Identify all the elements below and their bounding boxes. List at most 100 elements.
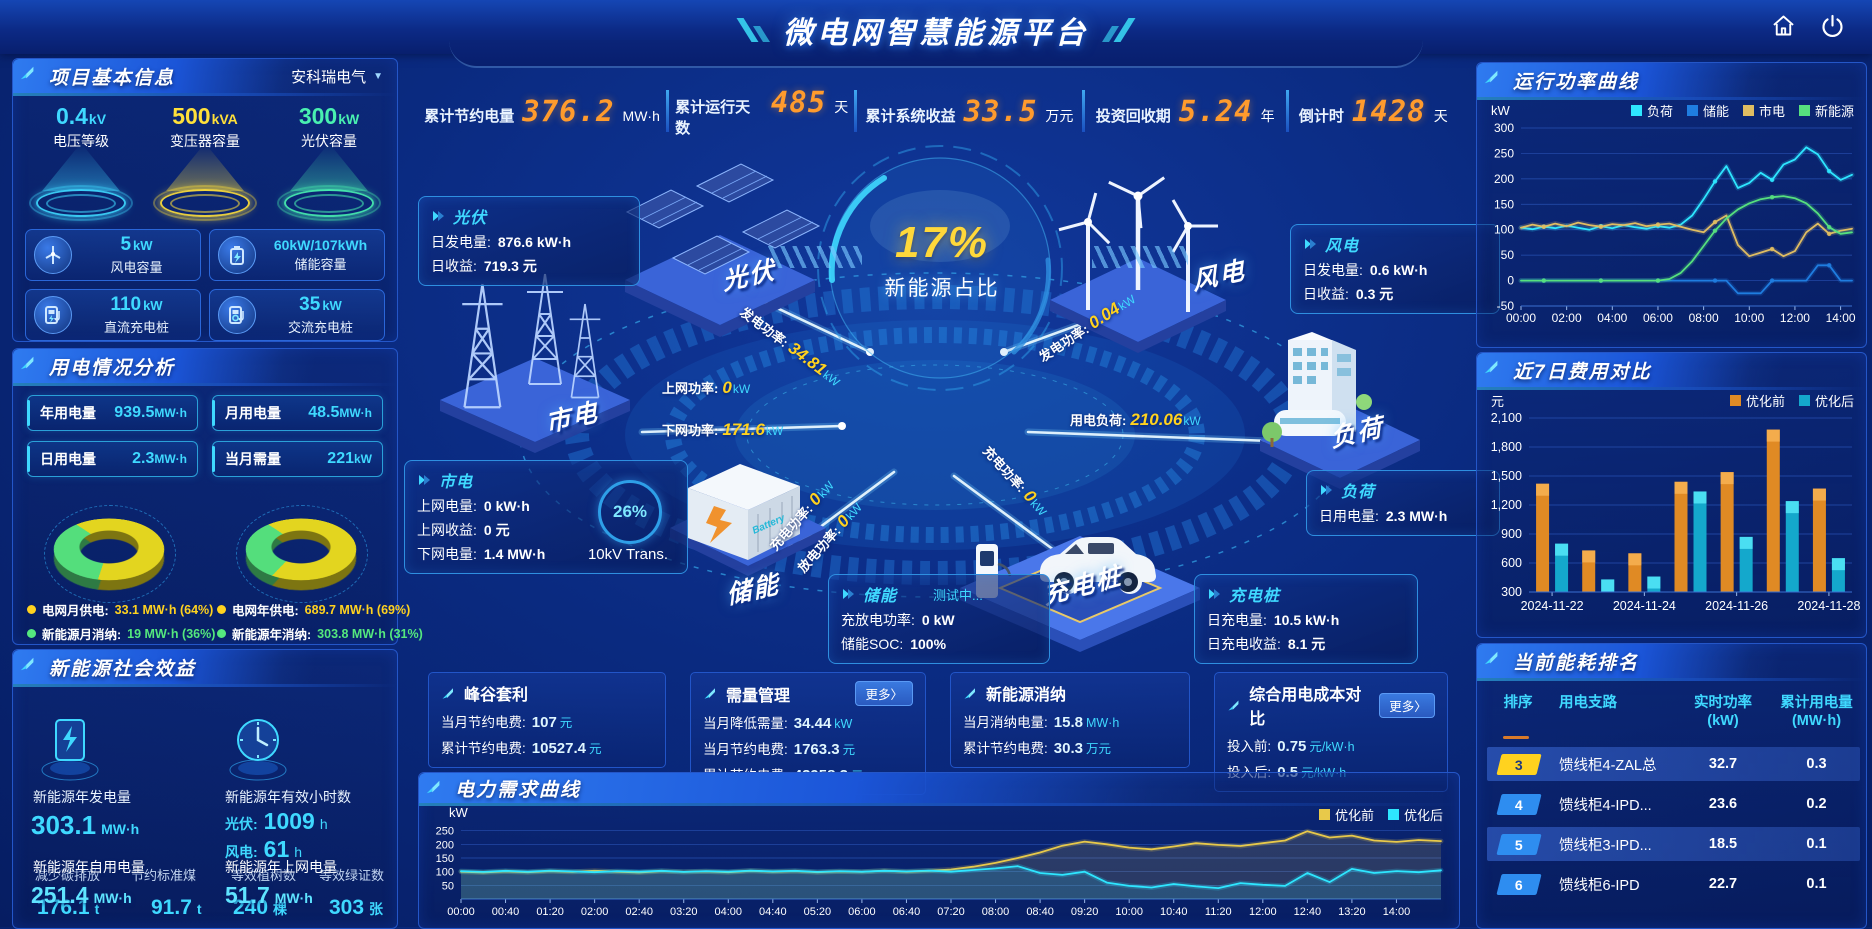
grid-node <box>440 273 630 453</box>
svg-text:300: 300 <box>1501 585 1522 599</box>
chevron-right-icon <box>433 211 444 221</box>
wind-caption: 风电 <box>1191 255 1248 297</box>
usage-stat: 年用电量 939.5MW·h <box>27 395 198 431</box>
capacity-card: 35 kW 交流充电桩 <box>209 289 385 341</box>
wind-turbine-icon <box>34 236 72 274</box>
storage-info-box: 储能 测试中... 充放电功率: 0 kW 储能SOC: 100% <box>828 574 1050 664</box>
more-button[interactable]: 更多〉 <box>1379 692 1435 718</box>
y-axis-unit: kW <box>1491 103 1510 118</box>
corner-icon <box>1484 360 1498 374</box>
hash-decoration <box>1092 246 1188 268</box>
donut-chart <box>44 491 176 603</box>
demand-curve-panel: 电力需求曲线 kW 优化前 优化后 250 200 150 100 50 00:00 00:4… <box>418 772 1460 929</box>
svg-text:08:40: 08:40 <box>1026 906 1054 918</box>
svg-text:00:40: 00:40 <box>492 906 520 918</box>
svg-text:02:40: 02:40 <box>625 906 653 918</box>
cost-compare-panel: 近7日费用对比 元 优化前 优化后 2,100 1,800 1,500 1,200 900… <box>1476 352 1867 638</box>
svg-text:150: 150 <box>436 853 454 865</box>
load-caption: 负荷 <box>1329 412 1386 454</box>
svg-text:100: 100 <box>1494 223 1514 237</box>
chevron-right-icon <box>1305 239 1316 249</box>
svg-text:300: 300 <box>1494 121 1514 135</box>
top-stat: 累计运行天数 485 天 <box>675 84 849 137</box>
top-stat: 投资回收期 5.24 年 <box>1095 94 1275 128</box>
title-decoration-left <box>736 18 770 42</box>
chevron-down-icon: ▼ <box>373 70 383 82</box>
corner-icon <box>1484 651 1498 665</box>
svg-text:-50: -50 <box>1497 299 1515 313</box>
wind-node <box>1050 176 1226 353</box>
flow-label: 发电功率:0.04kW <box>1036 292 1139 365</box>
clock-icon <box>225 712 291 787</box>
panel-title: 新能源社会效益 <box>49 658 197 680</box>
more-button[interactable]: 更多〉 <box>855 681 913 706</box>
svg-text:06:00: 06:00 <box>848 906 876 918</box>
social-stat-label: 新能源年发电量 <box>33 789 131 805</box>
panel-title: 项目基本信息 <box>49 67 176 89</box>
svg-text:00:00: 00:00 <box>447 906 475 918</box>
svg-text:11:20: 11:20 <box>1205 906 1232 918</box>
chevron-right-icon <box>843 589 854 599</box>
page-title: 微电网智慧能源平台 <box>783 17 1089 50</box>
corner-icon <box>1228 699 1239 711</box>
title-decoration-right <box>1102 18 1136 42</box>
usage-stat: 月用电量 48.5MW·h <box>212 395 383 431</box>
svg-text:900: 900 <box>1501 527 1522 541</box>
legend-item: 市电 <box>1742 101 1785 120</box>
capacity-pedestal: 300kW 光伏容量 <box>271 103 387 221</box>
svg-text:13:20: 13:20 <box>1338 906 1366 918</box>
legend-item: 电网年供电: 689.7 MW·h (69%) <box>217 600 410 619</box>
company-select[interactable]: 安科瑞电气 ▼ <box>291 68 383 86</box>
social-overlay-value: 251.4 MW·h <box>31 882 132 908</box>
svg-text:00:00: 00:00 <box>1506 311 1536 325</box>
flow-label: 用电负荷: 210.06kW <box>1070 410 1201 429</box>
svg-text:1,200: 1,200 <box>1491 498 1522 512</box>
svg-text:12:40: 12:40 <box>1294 906 1322 918</box>
svg-text:1,800: 1,800 <box>1491 440 1522 454</box>
chevron-right-icon <box>1209 589 1220 599</box>
svg-text:200: 200 <box>436 839 454 851</box>
svg-text:08:00: 08:00 <box>982 906 1010 918</box>
svg-text:09:20: 09:20 <box>1071 906 1099 918</box>
load-node <box>1260 332 1420 489</box>
capacity-card: 5 kW 风电容量 <box>25 229 201 281</box>
battery-icon <box>218 236 256 274</box>
social-overlay-label: 新能源年自用电量 <box>33 859 145 875</box>
panel-title: 用电情况分析 <box>49 357 176 379</box>
svg-text:1,500: 1,500 <box>1491 469 1522 483</box>
storage-caption: 储能 <box>725 569 782 611</box>
donut-chart <box>236 491 368 603</box>
corner-icon <box>964 687 975 699</box>
energy-ranking-panel: 当前能耗排名 排序 用电支路 实时功率 (kW) 累计用电量 (MW·h) 3 馈线柜4-Z… <box>1476 643 1867 929</box>
svg-text:150: 150 <box>1494 197 1514 211</box>
svg-text:2024-11-28: 2024-11-28 <box>1797 599 1860 613</box>
top-stat: 倒计时 1428 天 <box>1298 94 1448 128</box>
charger-info-box: 充电桩 日充电量: 10.5 kW·h 日充电收益: 8.1 元 <box>1194 574 1418 664</box>
top-stat: 累计节约电量 376.2 MW·h <box>424 94 660 128</box>
table-row: 5 馈线柜3-IPD... 18.5 0.1 <box>1487 827 1860 862</box>
svg-text:01:20: 01:20 <box>536 906 564 918</box>
stat-separator <box>854 90 858 132</box>
pv-info-box: 光伏 日发电量: 876.6 kW·h 日收益: 719.3 元 <box>418 196 640 286</box>
table-row: 3 馈线柜4-ZAL总 32.7 0.3 <box>1487 747 1860 782</box>
home-icon[interactable] <box>1770 12 1797 39</box>
flow-label: 下网功率: 171.6kW <box>662 420 784 439</box>
legend-item: 优化后 <box>1798 391 1854 410</box>
demand-chart: 250 200 150 100 50 00:00 00:40 01:20 02:00 02:40 0… <box>419 803 1459 928</box>
project-info-panel: 项目基本信息 安科瑞电气 ▼ 0.4kV 电压等级 500kVA 变压器容量 300kW 光… <box>12 58 398 342</box>
transformer-gauge: 26% <box>598 480 662 544</box>
benefit-box: 新能源消纳 当月消纳电量: 15.8 MW·h 累计节约电费: 30.3 万元 <box>950 672 1190 768</box>
legend-item: 负荷 <box>1630 101 1673 120</box>
power-chart: 300 250 200 150 100 50 0 -50 00:00 02:00 04:00 06:0… <box>1477 120 1866 337</box>
power-icon[interactable] <box>1819 12 1846 39</box>
svg-text:250: 250 <box>436 826 454 838</box>
svg-text:100: 100 <box>436 867 454 879</box>
storage-node: Battery <box>670 464 826 576</box>
svg-text:04:00: 04:00 <box>715 906 743 918</box>
svg-text:200: 200 <box>1494 172 1514 186</box>
social-sub-value: 91.7 t <box>151 896 202 919</box>
flow-label: 放电功率:0kW <box>794 500 865 576</box>
social-sub-label: 减少碳排放 <box>35 868 101 883</box>
legend-item: 新能源月消纳: 19 MW·h (36%) <box>27 624 215 643</box>
pv-caption: 光伏 <box>721 255 778 297</box>
